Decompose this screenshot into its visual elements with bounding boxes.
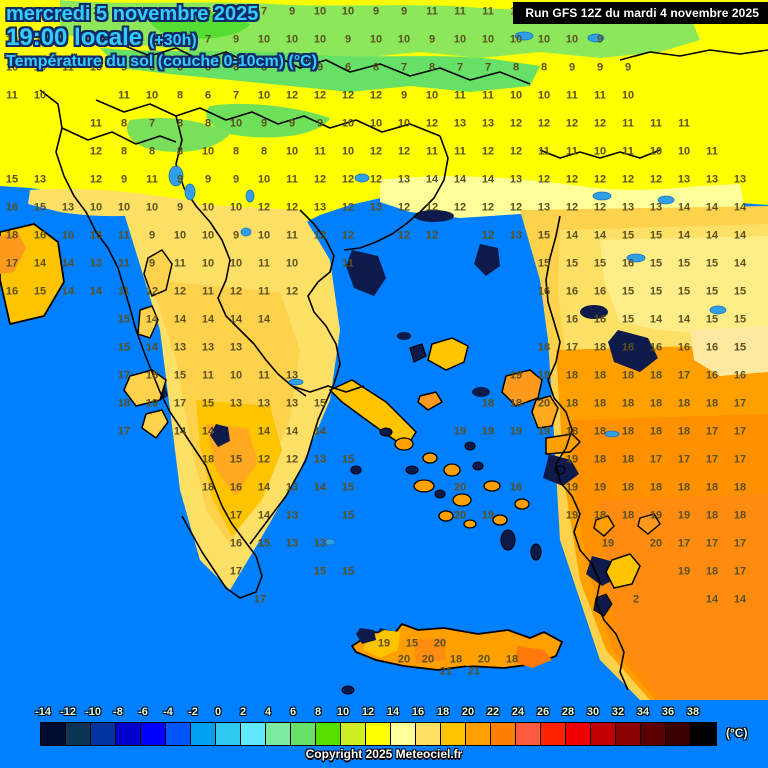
legend-swatch [691, 723, 716, 745]
legend-swatch [591, 723, 616, 745]
forecast-time-label: 19:00 locale [6, 24, 143, 51]
legend-tick-labels: -14 -12 -10 -8 -6 -4 -2 0 2 4 6 8 10 12 14 16 18 20 22 24 26… [0, 706, 768, 720]
deep-water-areas [142, 210, 658, 648]
legend-tick-label: 28 [561, 706, 575, 718]
legend-unit-label: (°C) [726, 726, 748, 740]
legend-swatch [141, 723, 166, 745]
legend-swatch [91, 723, 116, 745]
legend-swatch [241, 723, 266, 745]
forecast-time-row: 19:00 locale (+30h) [6, 26, 317, 50]
legend-swatch [616, 723, 641, 745]
legend-tick-label: 24 [511, 706, 525, 718]
legend-swatch [116, 723, 141, 745]
aegean-islands [0, 223, 661, 695]
legend-swatch [566, 723, 591, 745]
legend-swatch [366, 723, 391, 745]
legend-swatch [66, 723, 91, 745]
legend-swatch [216, 723, 241, 745]
legend-tick-label: -2 [188, 706, 198, 718]
legend-tick-label: 30 [586, 706, 600, 718]
legend-tick-label: -10 [85, 706, 101, 718]
legend-tick-label: 36 [661, 706, 675, 718]
lakes [168, 31, 727, 546]
legend-swatch [291, 723, 316, 745]
legend-tick-label: -14 [35, 706, 51, 718]
legend-tick-label: 20 [461, 706, 475, 718]
legend-tick-label: -6 [138, 706, 148, 718]
legend-tick-label: 18 [436, 706, 450, 718]
legend-swatch [316, 723, 341, 745]
parameter-label: Température du sol (couche 0-10cm) (°C) [6, 53, 318, 70]
legend-swatch [666, 723, 691, 745]
legend-swatch [541, 723, 566, 745]
legend-tick-label: 10 [336, 706, 350, 718]
model-run-banner: Run GFS 12Z du mardi 4 novembre 2025 [513, 2, 768, 24]
legend-swatch [441, 723, 466, 745]
legend-tick-label: 0 [214, 706, 222, 718]
land-temperature-field-east [520, 206, 768, 700]
legend-tick-label: -4 [163, 706, 173, 718]
legend-swatch [191, 723, 216, 745]
legend-tick-label: 26 [536, 706, 550, 718]
legend-swatch [491, 723, 516, 745]
legend-color-bar [40, 722, 717, 746]
legend-swatch [266, 723, 291, 745]
legend-tick-label: 2 [239, 706, 247, 718]
legend-swatch [466, 723, 491, 745]
legend-tick-label: 4 [264, 706, 272, 718]
legend-swatch [516, 723, 541, 745]
color-scale-legend: -14 -12 -10 -8 -6 -4 -2 0 2 4 6 8 10 12 14 16 18 20 22 24 26… [0, 700, 768, 768]
legend-tick-label: 6 [289, 706, 297, 718]
legend-tick-label: -12 [60, 706, 76, 718]
copyright-label: Copyright 2025 Meteociel.fr [305, 747, 463, 761]
temperature-map[interactable]: 1064345668791010991111111110109108876791… [0, 0, 768, 700]
legend-swatch [641, 723, 666, 745]
legend-tick-label: 16 [411, 706, 425, 718]
legend-tick-label: -8 [113, 706, 123, 718]
legend-tick-label: 12 [361, 706, 375, 718]
legend-swatch [341, 723, 366, 745]
legend-tick-label: 32 [611, 706, 625, 718]
map-header: mercredi 5 novembre 2025 19:00 locale (+… [6, 4, 317, 70]
map-canvas [0, 0, 768, 700]
legend-tick-label: 8 [314, 706, 322, 718]
legend-swatch [391, 723, 416, 745]
legend-swatch [41, 723, 66, 745]
legend-swatch [416, 723, 441, 745]
legend-tick-label: 14 [386, 706, 400, 718]
legend-tick-label: 38 [686, 706, 700, 718]
forecast-date-label: mercredi 5 novembre 2025 [6, 3, 259, 25]
legend-tick-label: 22 [486, 706, 500, 718]
forecast-offset-label: (+30h) [149, 32, 197, 49]
legend-tick-label: 34 [636, 706, 650, 718]
legend-swatch [166, 723, 191, 745]
